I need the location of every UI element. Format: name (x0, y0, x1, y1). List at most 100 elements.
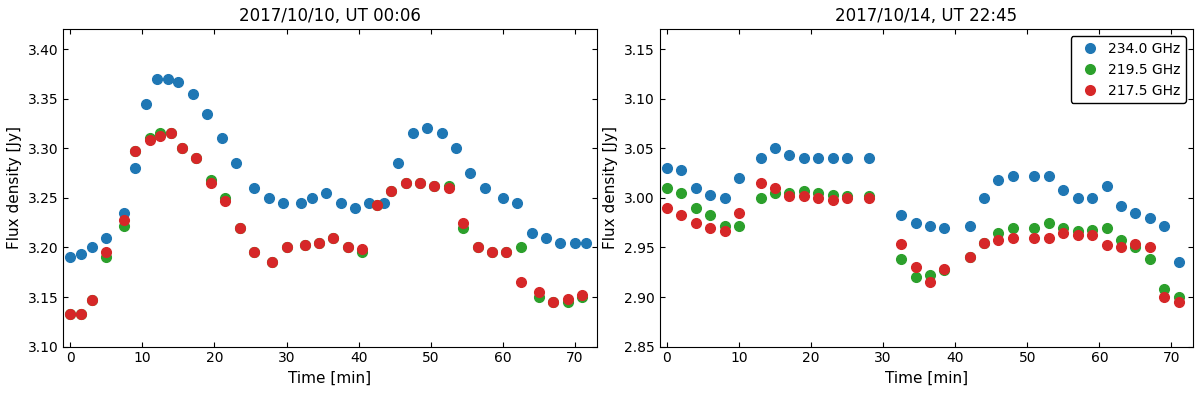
Point (1068, 228, 1087, 234)
Point (410, 180, 430, 186)
Point (809, 190, 828, 196)
Point (72, 311, 91, 317)
Point (1154, 222, 1174, 229)
Point (794, 155, 814, 162)
Point (576, 239, 595, 246)
Point (780, 193, 799, 199)
Point (140, 137, 160, 143)
Point (529, 289, 548, 295)
Point (989, 230, 1008, 236)
Point (1154, 294, 1174, 300)
Point (162, 130, 181, 136)
Point (230, 224, 250, 231)
Point (227, 160, 246, 166)
Point (432, 130, 451, 136)
Point (61, 311, 80, 317)
Point (794, 193, 814, 199)
Point (310, 239, 329, 246)
Point (403, 130, 422, 136)
Point (794, 188, 814, 194)
X-axis label: Time [min]: Time [min] (288, 371, 371, 386)
Point (715, 222, 734, 229)
Point (766, 190, 785, 196)
Point (511, 279, 530, 285)
Point (187, 155, 206, 162)
Point (292, 200, 311, 206)
Point (672, 211, 691, 218)
Point (686, 220, 706, 226)
Point (1169, 259, 1188, 266)
Point (263, 259, 282, 266)
Point (1003, 224, 1022, 231)
Point (158, 76, 178, 82)
Point (892, 256, 911, 263)
Point (187, 155, 206, 162)
Point (259, 195, 278, 201)
Point (1025, 173, 1044, 179)
Point (140, 135, 160, 141)
Point (83, 244, 102, 251)
Point (572, 294, 592, 300)
Point (529, 294, 548, 300)
Point (295, 242, 314, 249)
Point (766, 185, 785, 191)
Point (410, 180, 430, 186)
Point (892, 241, 911, 248)
Point (115, 222, 134, 229)
Point (1054, 224, 1073, 231)
Point (859, 195, 878, 201)
Point (151, 133, 170, 140)
Point (1025, 234, 1044, 241)
Point (83, 297, 102, 303)
Point (935, 266, 954, 272)
Point (97, 249, 116, 255)
Point (162, 130, 181, 136)
Point (686, 185, 706, 191)
Point (277, 244, 296, 251)
Point (389, 160, 408, 166)
Point (72, 311, 91, 317)
Point (809, 155, 828, 162)
Point (1126, 244, 1145, 251)
Point (439, 183, 458, 189)
Point (920, 222, 940, 229)
Point (338, 244, 358, 251)
Point (137, 101, 156, 107)
Point (461, 170, 480, 176)
Point (61, 311, 80, 317)
Point (960, 222, 979, 229)
Point (360, 200, 379, 206)
Point (751, 180, 770, 186)
Y-axis label: Flux density [Jy]: Flux density [Jy] (7, 127, 22, 250)
Point (97, 234, 116, 241)
Point (245, 249, 264, 255)
Point (1140, 244, 1159, 251)
Point (83, 297, 102, 303)
Point (202, 180, 221, 186)
Point (572, 292, 592, 298)
Point (935, 267, 954, 274)
Point (989, 177, 1008, 183)
Legend: 234.0 GHz, 219.5 GHz, 217.5 GHz: 234.0 GHz, 219.5 GHz, 217.5 GHz (1070, 36, 1186, 103)
Point (324, 234, 343, 241)
Point (906, 264, 925, 270)
Point (274, 200, 293, 206)
Title: 2017/10/10, UT 00:06: 2017/10/10, UT 00:06 (239, 7, 421, 25)
Point (558, 299, 577, 305)
Point (780, 190, 799, 196)
Point (686, 205, 706, 211)
Point (1025, 224, 1044, 231)
Point (331, 200, 350, 206)
Point (920, 279, 940, 285)
Point (212, 135, 232, 141)
Point (551, 239, 570, 246)
Point (245, 249, 264, 255)
Point (565, 239, 584, 246)
Point (1140, 256, 1159, 263)
Point (439, 185, 458, 191)
Point (701, 224, 720, 231)
Point (511, 244, 530, 251)
Point (446, 145, 466, 151)
Point (536, 234, 556, 241)
Point (310, 239, 329, 246)
